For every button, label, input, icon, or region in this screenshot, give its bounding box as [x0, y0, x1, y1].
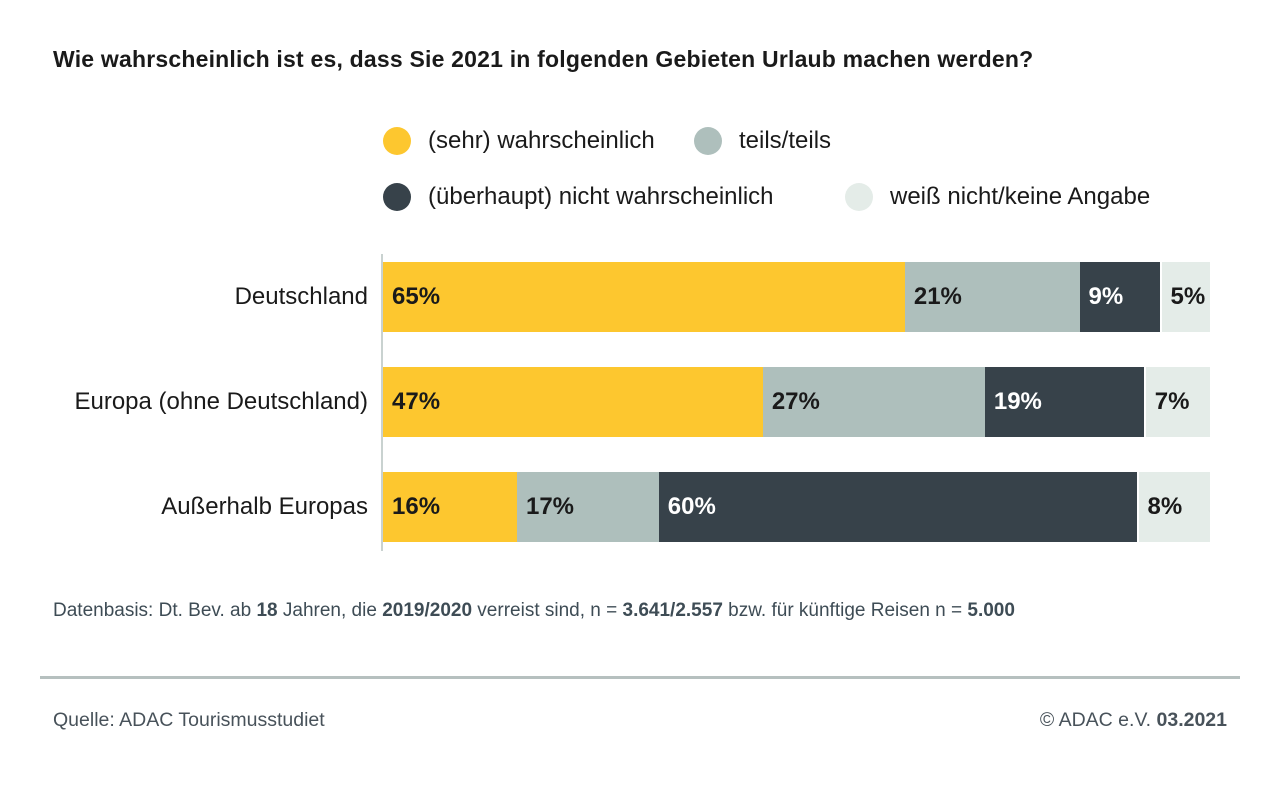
page-title: Wie wahrscheinlich ist es, dass Sie 2021…	[53, 46, 1034, 72]
bar-segment: 7%	[1143, 367, 1210, 437]
legend-label: (sehr) wahrscheinlich	[428, 127, 655, 154]
legend-label: (überhaupt) nicht wahrscheinlich	[428, 183, 774, 210]
bar-segment: 47%	[383, 367, 763, 437]
bar-value-label: 27%	[771, 388, 820, 415]
text-segment: 03.2021	[1156, 709, 1228, 731]
text-segment: 5.000	[967, 600, 1015, 621]
bar-value-label: 7%	[1154, 388, 1190, 415]
legend-row: (überhaupt) nicht wahrscheinlich weiß ni…	[383, 182, 1150, 212]
bar-value-label: 65%	[392, 283, 441, 310]
bar-segment: 5%	[1159, 262, 1210, 332]
legend-item-teils-teils: teils/teils	[694, 127, 831, 155]
bar-value-label: 9%	[1088, 283, 1124, 310]
category-label: Europa (ohne Deutschland)	[74, 388, 368, 415]
stacked-bar: 65% 21% 9% 5%	[383, 262, 1210, 332]
bar-segment: 17%	[516, 472, 659, 542]
bar-segment: 9%	[1079, 262, 1160, 332]
chart-legend: (sehr) wahrscheinlich teils/teils (überh…	[383, 126, 1150, 238]
footer: Quelle: ADAC Tourismusstudiet © ADAC e.V…	[53, 709, 1227, 732]
legend-swatch-gray-circle-icon	[694, 127, 722, 155]
legend-label: weiß nicht/keine Angabe	[890, 183, 1151, 210]
bar-segment: 60%	[658, 472, 1137, 542]
text-segment: 2019/2020	[382, 600, 473, 621]
bar-value-label: 5%	[1170, 283, 1206, 310]
stacked-bar: 16% 17% 60% 8%	[383, 472, 1210, 542]
bar-value-label: 47%	[392, 388, 441, 415]
text-segment: © ADAC e.V.	[1039, 709, 1157, 731]
text-segment: bzw. für künftige Reisen n =	[722, 600, 968, 621]
copyright-note: © ADAC e.V. 03.2021	[1040, 709, 1227, 732]
footer-divider	[40, 676, 1240, 679]
chart-rows: Deutschland 65% 21% 9% 5% Europa (ohne Deutsc…	[0, 262, 1210, 577]
bar-value-label: 17%	[525, 493, 575, 520]
chart-row: Europa (ohne Deutschland) 47% 27% 19% 7%	[0, 367, 1210, 437]
text-segment: verreist sind, n =	[472, 600, 623, 621]
legend-item-weiss-nicht: weiß nicht/keine Angabe	[845, 183, 1150, 211]
source-note: Quelle: ADAC Tourismusstudiet	[53, 709, 325, 732]
bar-segment: 27%	[762, 367, 985, 437]
bar-segment: 19%	[984, 367, 1144, 437]
text-segment: 18	[256, 600, 278, 621]
bar-value-label: 8%	[1147, 493, 1183, 520]
bar-segment: 8%	[1136, 472, 1210, 542]
legend-swatch-yellow-circle-icon	[383, 127, 411, 155]
text-segment: 3.641/2.557	[622, 600, 723, 621]
bar-value-label: 19%	[993, 388, 1042, 415]
category-label: Deutschland	[234, 283, 368, 310]
legend-item-wahrscheinlich: (sehr) wahrscheinlich	[383, 127, 694, 155]
legend-swatch-lightgray-circle-icon	[845, 183, 873, 211]
chart-axis-line	[381, 254, 383, 551]
legend-item-nicht-wahrscheinlich: (überhaupt) nicht wahrscheinlich	[383, 183, 845, 211]
chart-row: Außerhalb Europas 16% 17% 60% 8%	[0, 472, 1210, 542]
databasis-note: Datenbasis: Dt. Bev. ab 18 Jahren, die 2…	[53, 600, 1015, 622]
bar-segment: 21%	[904, 262, 1080, 332]
source-label: Quelle:	[53, 709, 115, 731]
bar-segment: 16%	[383, 472, 517, 542]
legend-swatch-dark-circle-icon	[383, 183, 411, 211]
chart-row: Deutschland 65% 21% 9% 5%	[0, 262, 1210, 332]
category-label: Außerhalb Europas	[161, 493, 368, 520]
stacked-bar: 47% 27% 19% 7%	[383, 367, 1210, 437]
bar-value-label: 60%	[667, 493, 716, 520]
bar-value-label: 21%	[913, 283, 962, 310]
text-segment: Datenbasis: Dt. Bev. ab	[53, 600, 257, 621]
bar-value-label: 16%	[392, 493, 441, 520]
bar-segment: 65%	[383, 262, 905, 332]
legend-row: (sehr) wahrscheinlich teils/teils	[383, 126, 1150, 156]
text-segment: Jahren, die	[277, 600, 383, 621]
source-text: ADAC Tourismusstudiet	[119, 709, 325, 731]
legend-label: teils/teils	[739, 127, 832, 154]
